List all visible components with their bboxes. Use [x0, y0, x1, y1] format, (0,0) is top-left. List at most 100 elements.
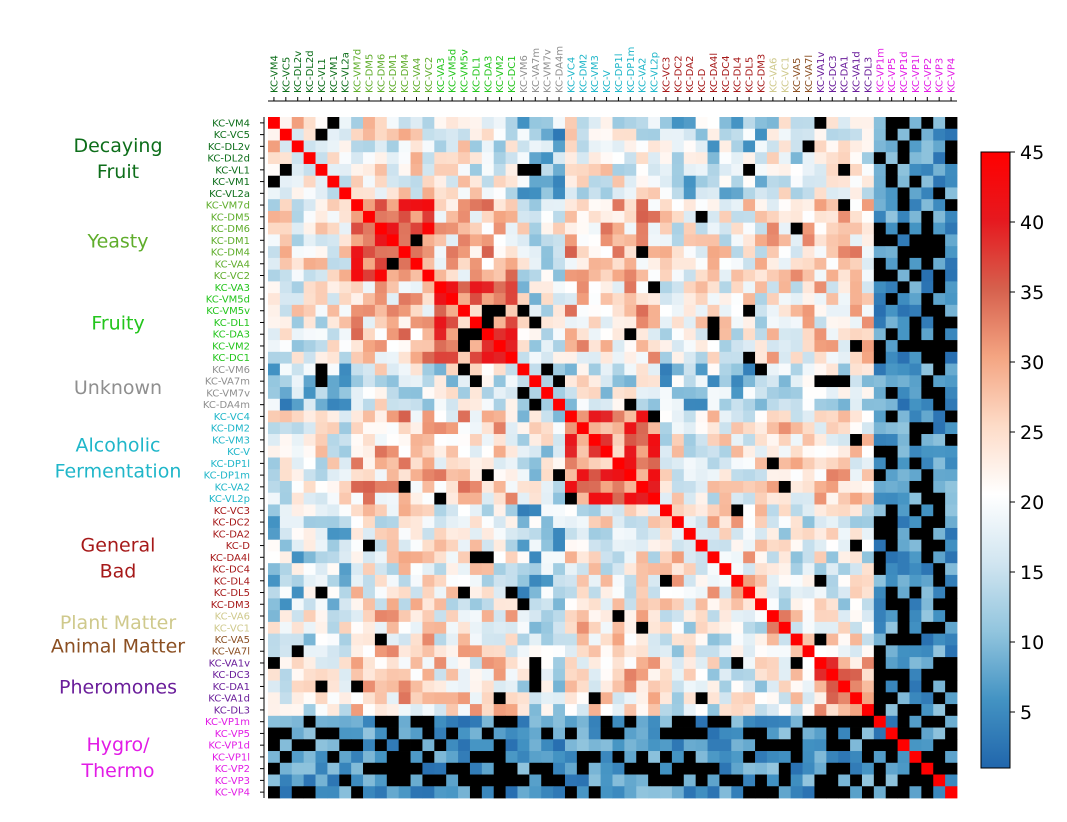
- heatmap-cell: [909, 516, 922, 529]
- heatmap-cell: [458, 504, 471, 517]
- heatmap-cell: [814, 457, 827, 470]
- heatmap-cell: [612, 246, 625, 259]
- heatmap-cell: [386, 563, 400, 576]
- y-tick-label: KC-DM5: [211, 212, 250, 223]
- heatmap-cell: [624, 222, 637, 235]
- heatmap-cell: [469, 434, 483, 447]
- heatmap-cell: [933, 621, 946, 635]
- heatmap-cell: [897, 657, 910, 670]
- heatmap-cell: [826, 434, 839, 447]
- heatmap-cell: [529, 128, 542, 141]
- heatmap-cell: [909, 563, 922, 576]
- heatmap-cell: [802, 610, 815, 623]
- heatmap-cell: [327, 128, 340, 141]
- heatmap-cell: [838, 657, 851, 670]
- heatmap-cell: [826, 527, 839, 541]
- heatmap-cell: [576, 246, 590, 259]
- heatmap-cell: [410, 387, 423, 400]
- heatmap-cell: [564, 293, 578, 306]
- heatmap-cell: [339, 410, 352, 423]
- heatmap-cell: [671, 692, 685, 705]
- heatmap-cell: [897, 457, 910, 470]
- heatmap-cell: [660, 551, 673, 564]
- heatmap-cell: [553, 375, 566, 388]
- heatmap-cell: [648, 387, 661, 400]
- heatmap-cell: [446, 657, 459, 670]
- heatmap-cell: [624, 175, 637, 188]
- heatmap-cell: [517, 140, 530, 153]
- heatmap-cell: [410, 422, 423, 435]
- heatmap-cell: [386, 363, 400, 376]
- y-tick-label: KC-VA2: [215, 482, 250, 493]
- heatmap-cell: [363, 762, 376, 775]
- heatmap-cell: [731, 152, 744, 165]
- heatmap-cell: [469, 117, 483, 130]
- heatmap-cell: [743, 480, 756, 494]
- heatmap-cell: [850, 551, 863, 564]
- heatmap-cell: [695, 610, 708, 623]
- heatmap-cell: [778, 504, 792, 517]
- heatmap-cell: [327, 222, 340, 235]
- heatmap-cell: [434, 246, 447, 259]
- heatmap-cell: [553, 727, 566, 740]
- heatmap-cell: [814, 199, 827, 212]
- heatmap-cell: [648, 434, 661, 447]
- heatmap-cell: [755, 715, 768, 728]
- heatmap-cell: [778, 774, 792, 787]
- heatmap-cell: [600, 328, 613, 341]
- heatmap-cell: [612, 751, 625, 764]
- heatmap-cell: [410, 351, 423, 364]
- heatmap-cell: [873, 422, 887, 435]
- heatmap-cell: [707, 527, 720, 541]
- heatmap-cell: [434, 175, 447, 188]
- heatmap-cell: [434, 645, 447, 658]
- heatmap-cell: [683, 633, 697, 646]
- heatmap-cell: [600, 704, 613, 717]
- heatmap-cell: [897, 140, 910, 153]
- heatmap-cell: [564, 351, 578, 364]
- heatmap-cell: [268, 621, 281, 635]
- heatmap-cell: [945, 434, 958, 447]
- heatmap-cell: [909, 257, 922, 271]
- heatmap-cell: [933, 457, 946, 470]
- heatmap-cell: [802, 527, 815, 541]
- heatmap-cell: [553, 516, 566, 529]
- heatmap-cell: [683, 480, 697, 494]
- heatmap-cell: [553, 422, 566, 435]
- heatmap-cell: [493, 375, 506, 388]
- heatmap-cell: [517, 445, 530, 458]
- heatmap-cell: [327, 340, 340, 353]
- heatmap-cell: [541, 704, 554, 717]
- heatmap-cell: [386, 257, 400, 271]
- heatmap-cell: [481, 774, 495, 787]
- heatmap-cell: [755, 692, 768, 705]
- heatmap-cell: [553, 387, 566, 400]
- heatmap-cell: [873, 117, 887, 130]
- heatmap-cell: [790, 492, 803, 505]
- heatmap-cell: [636, 246, 649, 259]
- heatmap-cell: [279, 175, 293, 188]
- heatmap-cell: [291, 551, 305, 564]
- heatmap-cell: [707, 480, 720, 494]
- heatmap-cell: [743, 704, 756, 717]
- heatmap-cell: [351, 152, 364, 165]
- heatmap-cell: [909, 375, 922, 388]
- heatmap-cell: [505, 375, 518, 388]
- heatmap-cell: [374, 293, 388, 306]
- y-tick-label: KC-VM6: [212, 365, 250, 376]
- heatmap-cell: [291, 304, 305, 317]
- heatmap-cell: [458, 445, 471, 458]
- heatmap-cell: [778, 563, 792, 576]
- heatmap-cell: [339, 633, 352, 646]
- heatmap-cell: [576, 304, 590, 317]
- heatmap-cell: [564, 363, 578, 376]
- heatmap-cell: [588, 504, 602, 517]
- heatmap-cell: [945, 210, 958, 224]
- heatmap-cell: [873, 645, 887, 658]
- heatmap-cell: [921, 645, 934, 658]
- heatmap-cell: [671, 128, 685, 141]
- heatmap-cell: [410, 727, 423, 740]
- heatmap-cell: [719, 398, 732, 411]
- heatmap-cell: [838, 187, 851, 200]
- heatmap-cell: [660, 751, 673, 764]
